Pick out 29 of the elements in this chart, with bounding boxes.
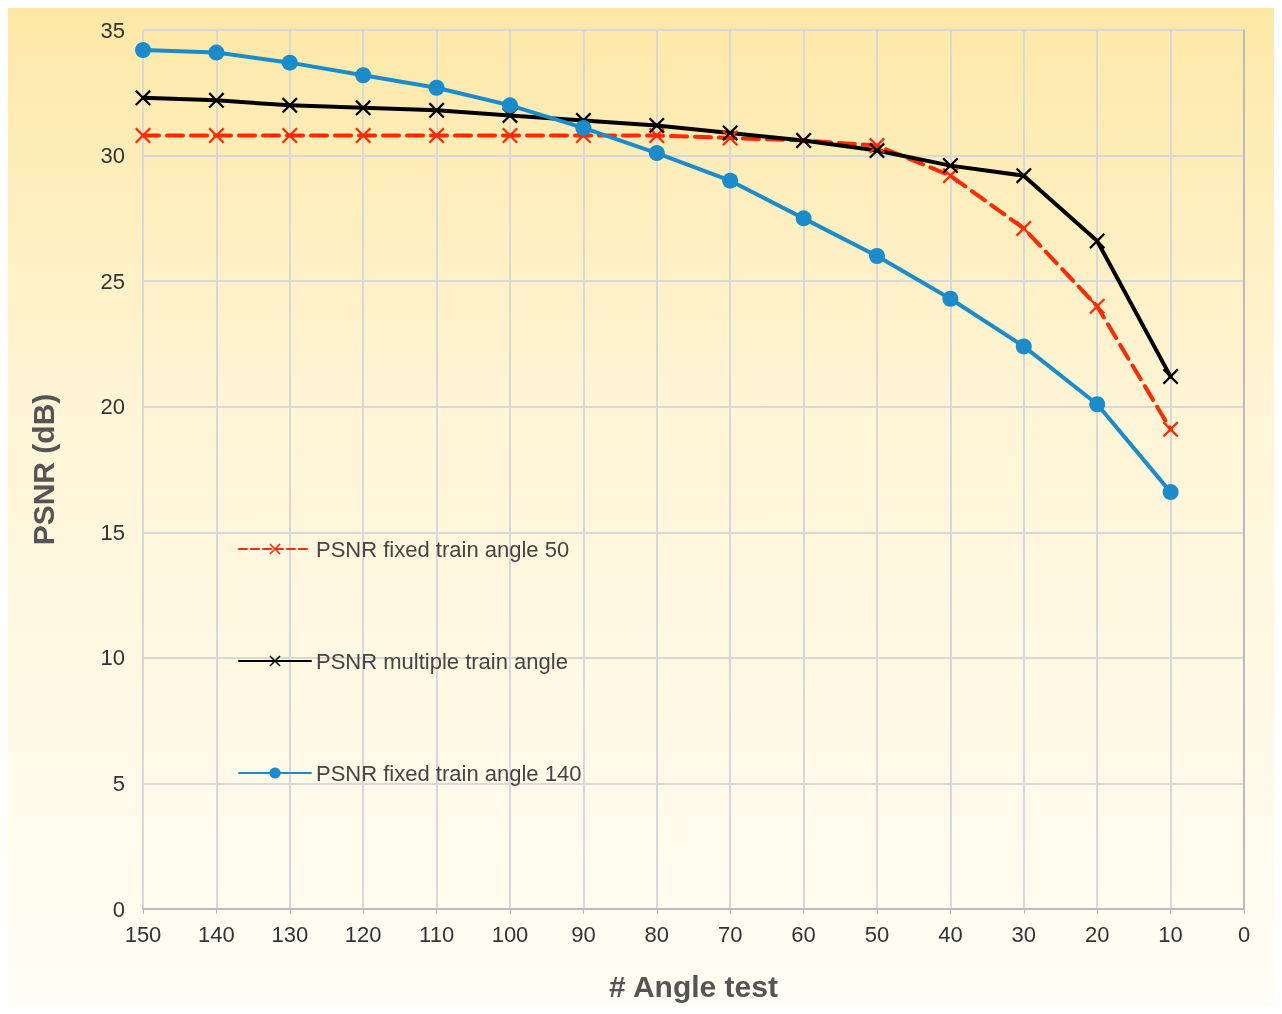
y-tick-label: 30 (100, 143, 125, 169)
y-tick-label: 25 (100, 268, 125, 294)
y-tick-label: 15 (100, 519, 125, 545)
x-tick-label: 110 (419, 921, 455, 947)
x-tick-label: 120 (344, 921, 382, 947)
y-tick-label: 5 (112, 770, 125, 796)
x-tick-label: 90 (571, 921, 596, 947)
legend-label: PSNR fixed train angle 50 (316, 536, 570, 562)
y-tick-label: 35 (100, 17, 125, 43)
x-tick-label: 70 (717, 921, 743, 947)
legend-label: PSNR fixed train angle 140 (316, 760, 582, 786)
x-tick-label: 0 (1237, 921, 1251, 947)
x-tick-label: 100 (491, 921, 529, 947)
x-tick-label: 10 (1158, 921, 1183, 947)
y-tick-label: 20 (100, 394, 125, 420)
x-tick-label: 130 (271, 921, 309, 947)
y-axis-title: PSNR (dB) (26, 393, 60, 546)
x-tick-label: 40 (938, 921, 963, 947)
y-tick-label: 0 (112, 896, 125, 922)
legend-label: PSNR multiple train angle (316, 648, 568, 674)
x-tick-label: 20 (1084, 921, 1110, 947)
x-tick-label: 50 (864, 921, 890, 947)
x-tick-label: 30 (1011, 921, 1037, 947)
x-axis-title: # Angle test (609, 969, 778, 1003)
x-tick-label: 80 (644, 921, 670, 947)
y-tick-label: 10 (100, 645, 125, 671)
x-tick-label: 150 (124, 921, 162, 947)
x-tick-label: 60 (791, 921, 816, 947)
x-tick-label: 140 (198, 921, 235, 947)
